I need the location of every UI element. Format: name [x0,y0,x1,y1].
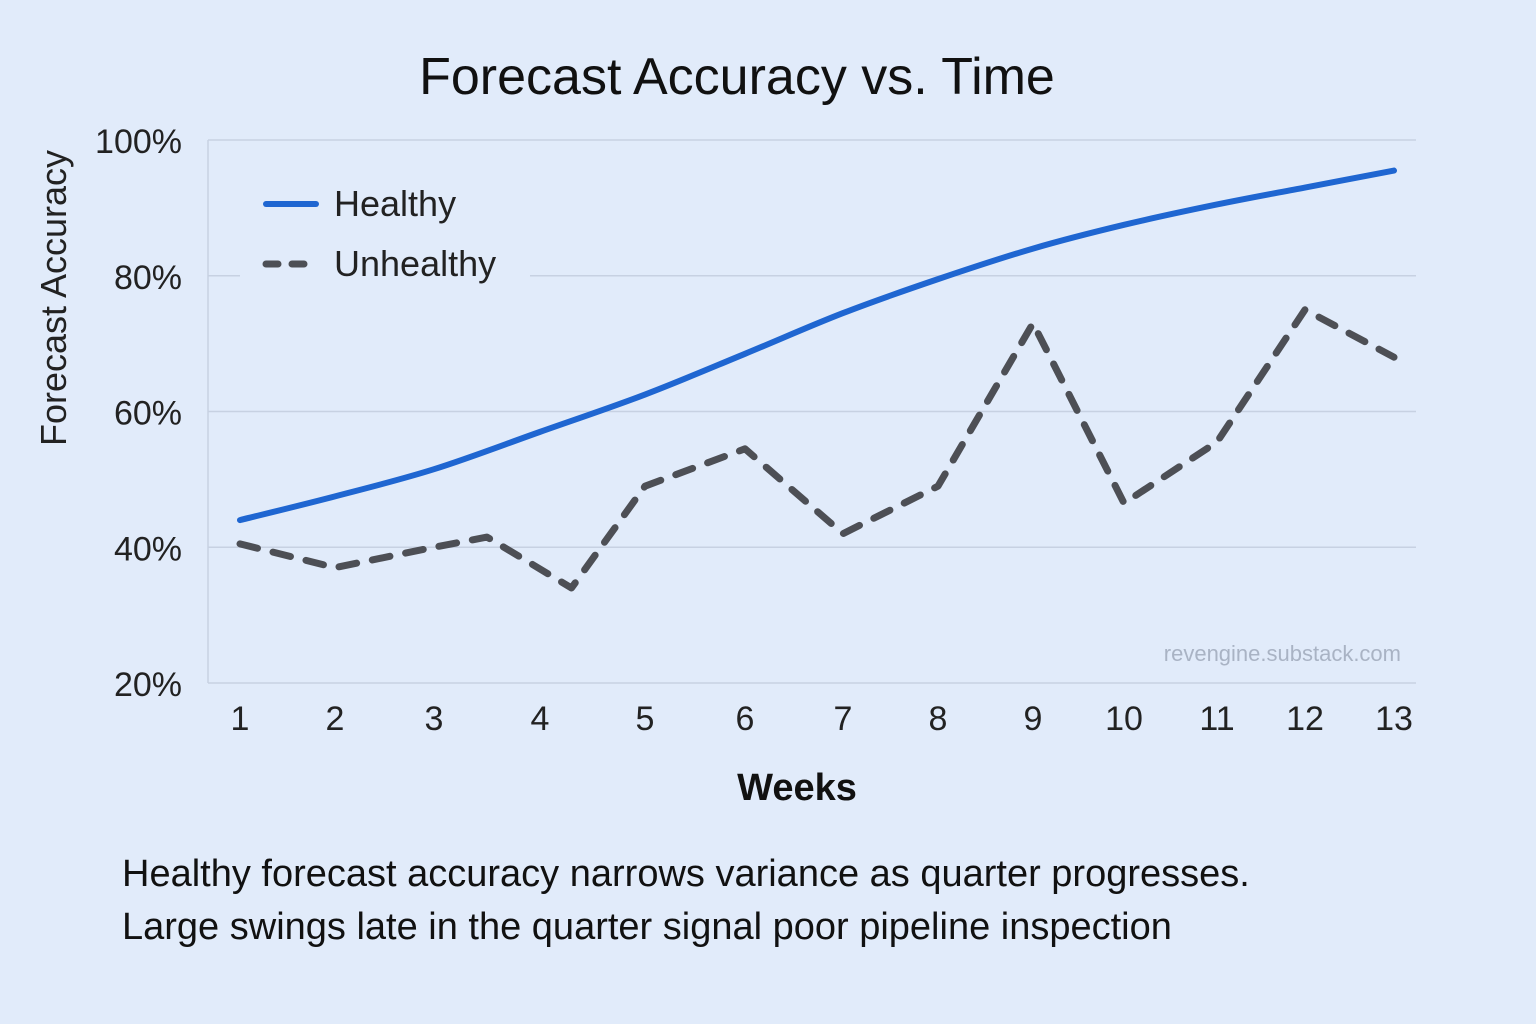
x-tick-label: 6 [736,700,755,738]
series-lines [236,167,1398,592]
x-tick-label: 13 [1375,700,1413,738]
x-tick-labels: 1 2 3 4 5 6 7 8 9 10 11 12 13 [231,700,1413,738]
grid-lines [207,139,1416,684]
x-tick-label: 12 [1286,700,1324,738]
y-tick-label: 80% [114,259,182,297]
x-tick-label: 5 [636,700,655,738]
x-tick-label: 10 [1105,700,1143,738]
legend-label-healthy: Healthy [334,183,456,224]
legend-background [240,168,530,300]
series-line-healthy [237,167,1397,524]
caption-line-1: Healthy forecast accuracy narrows varian… [122,853,1250,895]
legend-label-unhealthy: Unhealthy [334,243,496,284]
y-tick-label: 20% [114,666,182,704]
x-tick-label: 1 [231,700,250,738]
x-tick-label: 3 [425,700,444,738]
watermark-text: revengine.substack.com [1164,641,1401,666]
y-tick-labels: 20% 40% 60% 80% 100% [95,123,182,704]
legend: Healthy Unhealthy [240,168,530,300]
y-tick-label: 60% [114,395,182,433]
chart-caption: Healthy forecast accuracy narrows varian… [122,848,1250,954]
caption-line-2: Large swings late in the quarter signal … [122,906,1172,948]
x-tick-label: 11 [1199,700,1234,738]
x-axis-label: Weeks [737,767,857,809]
x-tick-label: 2 [326,700,345,738]
y-tick-label: 100% [95,123,182,161]
y-tick-label: 40% [114,530,182,568]
y-axis-label: Forecast Accuracy [33,150,74,446]
x-tick-label: 9 [1024,700,1043,738]
chart-title: Forecast Accuracy vs. Time [419,48,1055,106]
x-tick-label: 4 [531,700,550,738]
x-tick-label: 7 [834,700,853,738]
series-line-unhealthy [236,306,1398,592]
x-tick-label: 8 [929,700,948,738]
